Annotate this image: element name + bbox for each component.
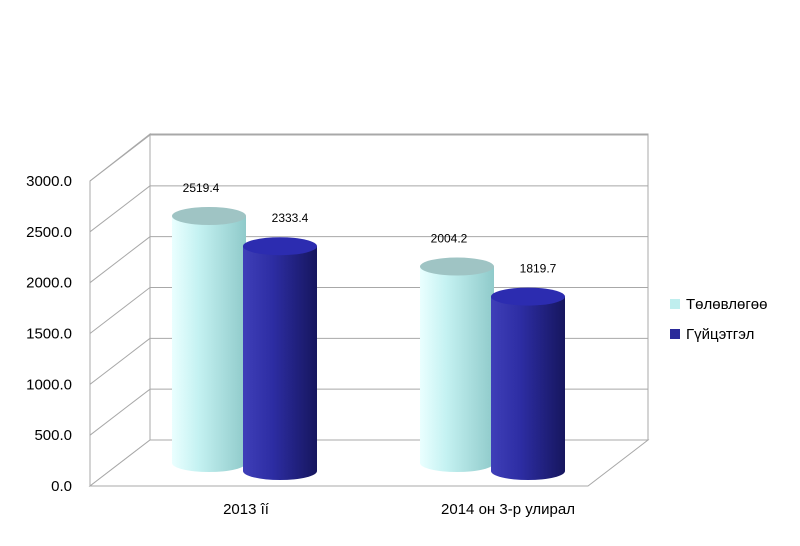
legend-label: Төлөвлөгөө [686, 296, 767, 313]
data-labels: 2519.4 2333.4 2004.2 1819.7 [183, 181, 557, 276]
x-axis-category-labels: 2013 îí 2014 он 3-р улирал [223, 501, 575, 518]
data-label: 2519.4 [183, 181, 220, 195]
y-tick-label: 0.0 [51, 478, 72, 495]
bar-top [243, 237, 317, 256]
bar-body [491, 296, 565, 480]
x-category-label: 2014 он 3-р улирал [441, 501, 575, 518]
bar-body [172, 216, 246, 472]
gridline [89, 287, 151, 334]
gridline [89, 185, 151, 233]
legend-swatch [670, 329, 680, 339]
gridline [89, 134, 151, 182]
gridline [89, 388, 151, 436]
y-tick-label: 1500.0 [26, 326, 72, 343]
gridline [89, 236, 151, 284]
data-label: 1819.7 [520, 262, 557, 276]
data-label: 2004.2 [431, 232, 468, 246]
bar [243, 237, 317, 480]
bar-body [420, 266, 494, 472]
y-tick-label: 500.0 [34, 427, 72, 444]
bar-top [491, 287, 565, 306]
y-tick-label: 2000.0 [26, 275, 72, 292]
y-tick-label: 1000.0 [26, 376, 72, 393]
data-label: 2333.4 [272, 211, 309, 225]
y-tick-label: 2500.0 [26, 224, 72, 241]
legend-label: Гүйцэтгэл [686, 326, 754, 343]
y-axis-tick-labels: 0.0 500.0 1000.0 1500.0 2000.0 2500.0 3000.0 [26, 173, 72, 495]
bar-top [420, 257, 494, 276]
y-tick-label: 3000.0 [26, 173, 72, 190]
bar [420, 257, 494, 472]
gridline [89, 337, 151, 385]
legend-swatch [670, 299, 680, 309]
bar [172, 207, 246, 472]
bar [491, 287, 565, 480]
bars [172, 207, 565, 480]
bar-body [243, 246, 317, 480]
legend: Төлөвлөгөө Гүйцэтгэл [670, 296, 767, 343]
x-category-label: 2013 îí [223, 501, 270, 518]
bar-top [172, 207, 246, 225]
